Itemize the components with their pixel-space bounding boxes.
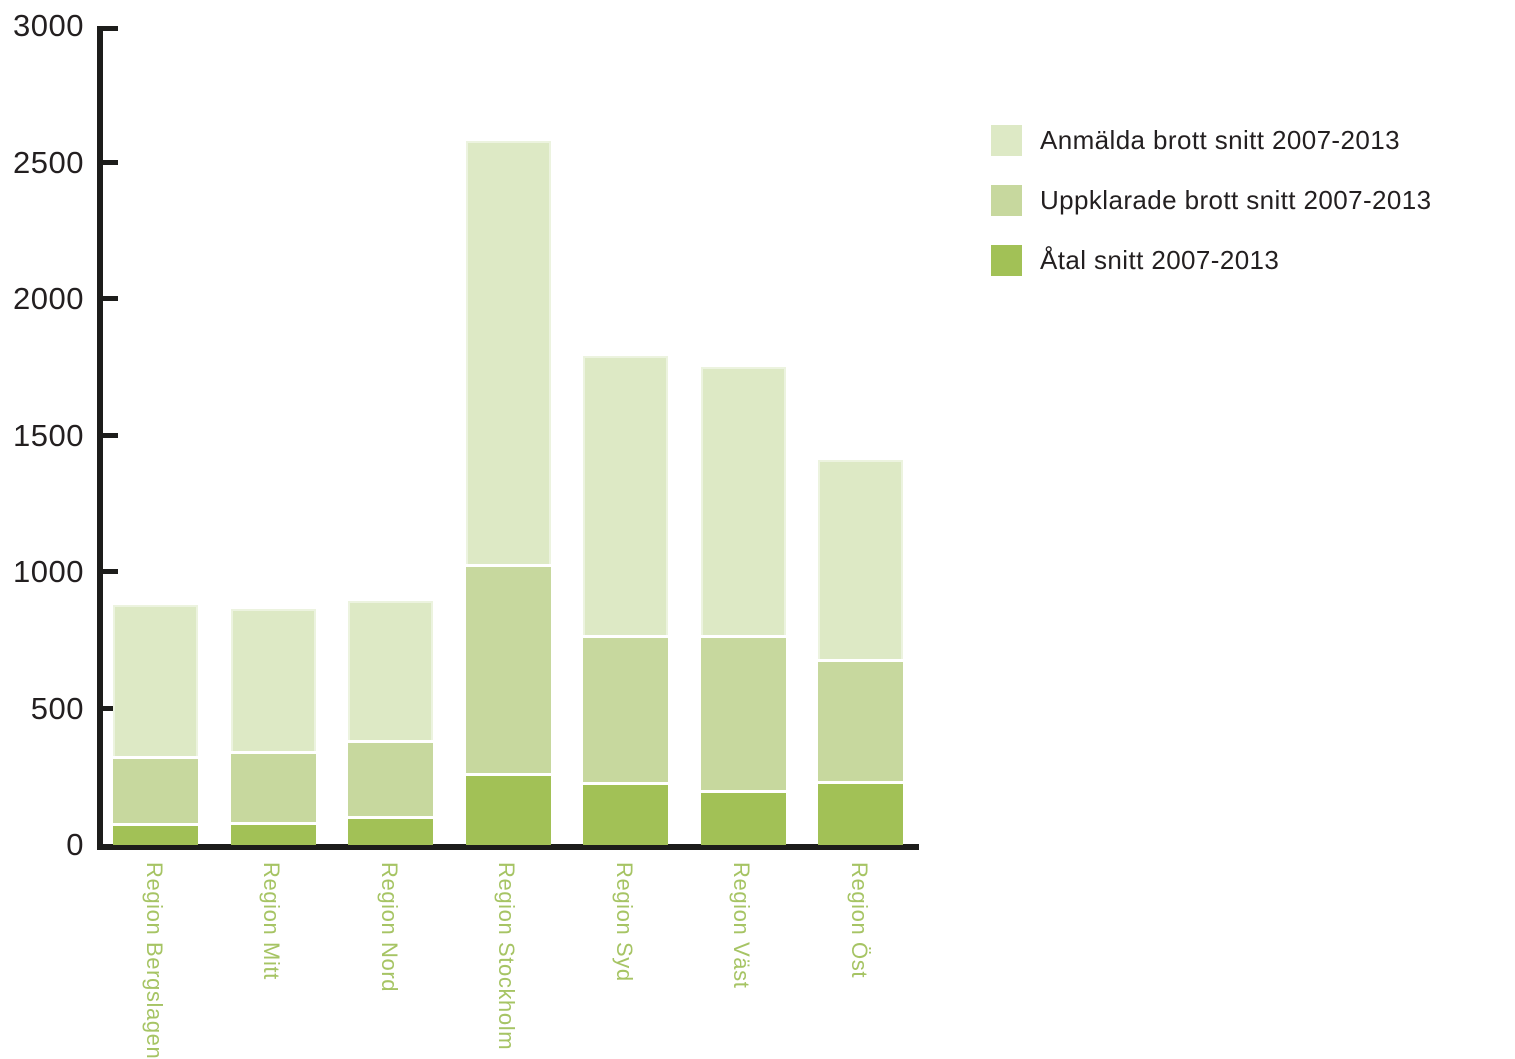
y-tick-label: 1000 [13, 554, 84, 589]
bar-region-syd [583, 25, 668, 845]
segment-atal [818, 781, 903, 845]
segment-atal [583, 782, 668, 845]
bar-region-stockholm [465, 25, 551, 845]
legend: Anmälda brott snitt 2007-2013 Uppklarade… [991, 125, 1432, 305]
bar-region-nord [348, 25, 433, 845]
legend-item-uppklarade: Uppklarade brott snitt 2007-2013 [991, 185, 1432, 216]
bar-region-st [818, 25, 903, 845]
y-tick [97, 569, 118, 574]
y-tick-label: 2000 [13, 281, 84, 316]
bar-region-v-st [700, 25, 786, 845]
x-axis-label: Region Väst [729, 862, 754, 989]
x-axis-label: Region Bergslagen [141, 862, 167, 1059]
x-axis-line [97, 844, 919, 850]
y-tick [97, 26, 118, 31]
segment-atal [465, 773, 551, 845]
y-tick [97, 159, 118, 165]
segment-atal [700, 790, 786, 845]
y-tick [97, 432, 118, 438]
segment-atal [113, 823, 198, 845]
segment-atal [348, 816, 433, 845]
x-axis-label: Region Syd [611, 862, 637, 982]
legend-label-uppklarade: Uppklarade brott snitt 2007-2013 [1040, 185, 1432, 215]
legend-swatch-anmalda [991, 125, 1022, 156]
y-tick-label: 0 [66, 827, 84, 862]
bar-region-bergslagen [113, 25, 198, 845]
x-axis-label: Region Öst [846, 862, 872, 979]
y-tick-label: 500 [30, 690, 84, 726]
y-tick [97, 705, 118, 711]
legend-item-atal: Åtal snitt 2007-2013 [991, 245, 1432, 276]
legend-label-anmalda: Anmälda brott snitt 2007-2013 [1040, 125, 1400, 155]
legend-label-atal: Åtal snitt 2007-2013 [1040, 245, 1280, 275]
x-axis-label: Region Mitt [259, 862, 284, 980]
x-axis-label: Region Stockholm [494, 862, 519, 1051]
y-axis-line [97, 26, 103, 850]
x-axis-label: Region Nord [376, 862, 402, 993]
legend-swatch-uppklarade [991, 185, 1022, 216]
segment-atal [230, 822, 316, 845]
y-tick-label: 3000 [13, 8, 84, 43]
legend-item-anmalda: Anmälda brott snitt 2007-2013 [991, 125, 1432, 156]
legend-swatch-atal [991, 245, 1022, 276]
y-tick-label: 2500 [13, 144, 84, 180]
bar-region-mitt [230, 25, 316, 845]
y-tick [97, 296, 118, 301]
y-tick-label: 1500 [13, 417, 84, 453]
